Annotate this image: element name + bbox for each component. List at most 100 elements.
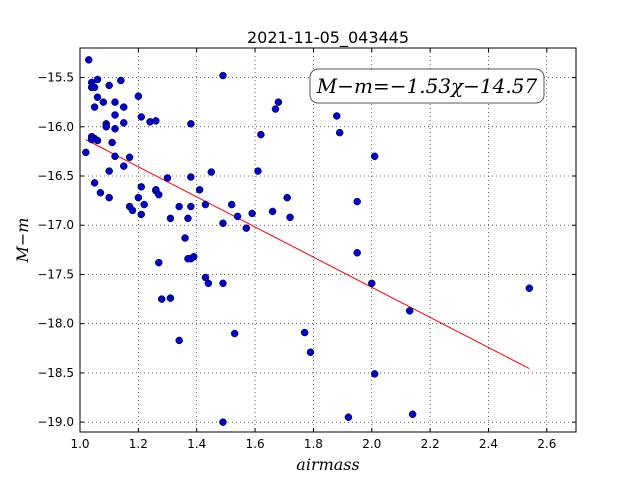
data-point (93, 93, 102, 101)
fit-line-group (85, 139, 530, 370)
x-axis-label: airmass (296, 455, 359, 474)
data-point (219, 418, 227, 426)
data-point (227, 200, 236, 209)
data-point (242, 224, 251, 232)
y-tick-label: −18.0 (37, 317, 74, 331)
data-point (99, 98, 108, 106)
data-point (286, 213, 294, 222)
data-point (344, 413, 353, 421)
data-point (111, 98, 119, 106)
x-tick-label: 1.6 (246, 437, 265, 451)
x-tick-label: 2.6 (537, 437, 556, 451)
data-point (108, 138, 116, 147)
data-point (105, 81, 113, 90)
data-point (90, 103, 99, 111)
data-point (335, 128, 344, 137)
data-point (117, 76, 125, 85)
x-tick-label: 2.2 (421, 437, 440, 451)
data-point (201, 200, 210, 209)
data-point (283, 193, 291, 202)
data-point (201, 273, 210, 282)
data-point (408, 410, 417, 419)
data-point (219, 71, 227, 80)
data-point (102, 123, 111, 131)
data-point (111, 124, 119, 133)
y-tick-label: −17.0 (37, 218, 74, 232)
data-point (233, 212, 242, 221)
data-point (166, 214, 175, 223)
data-points (82, 56, 534, 426)
data-point (181, 234, 189, 242)
data-point (140, 200, 148, 209)
data-point (128, 206, 137, 215)
data-point (125, 153, 134, 162)
data-point (105, 193, 113, 202)
data-point (195, 186, 204, 194)
data-point (157, 295, 166, 303)
data-point (166, 294, 175, 302)
axis-ticks (79, 48, 576, 432)
data-point (274, 98, 283, 106)
x-tick-label: 1.2 (129, 437, 148, 451)
data-point (257, 130, 265, 139)
y-tick-label: −16.0 (37, 120, 74, 134)
data-point (254, 167, 262, 175)
x-tick-label: 2.4 (479, 437, 498, 451)
data-point (300, 328, 309, 337)
fit-equation-annotation: M−m=−1.53χ−14.57 (309, 68, 545, 104)
data-point (219, 279, 227, 288)
data-point (184, 254, 192, 263)
y-tick-label: −15.5 (37, 71, 74, 85)
data-point (120, 103, 128, 111)
annotation-text: M−m=−1.53χ−14.57 (316, 74, 538, 98)
y-axis-label: M−m (13, 218, 32, 264)
data-point (207, 168, 216, 176)
x-tick-label: 2.0 (362, 437, 381, 451)
y-tick-label: −16.5 (37, 169, 74, 183)
chart-title: 2021-11-05_043445 (247, 28, 409, 48)
data-point (219, 219, 227, 228)
data-point (268, 207, 277, 216)
data-point (90, 179, 99, 187)
data-point (370, 152, 379, 161)
data-point (353, 197, 361, 206)
data-point (111, 152, 119, 161)
annotation-box (309, 68, 545, 104)
data-point (93, 136, 102, 145)
data-point (405, 307, 414, 315)
y-tick-label: −19.0 (37, 415, 74, 429)
data-point (187, 173, 195, 181)
data-point (120, 119, 128, 127)
data-point (120, 162, 128, 170)
data-point (175, 336, 183, 345)
y-tick-label: −17.5 (37, 267, 74, 281)
data-point (187, 120, 195, 128)
x-tick-labels: 1.0 1.2 1.4 1.6 1.8 2.0 2.2 2.4 2.6 (70, 437, 556, 451)
data-point (155, 258, 163, 267)
data-point (105, 167, 113, 175)
data-point (204, 279, 213, 288)
data-point (137, 113, 146, 121)
fit-line (85, 139, 530, 370)
data-point (134, 193, 143, 202)
data-point (271, 105, 280, 113)
data-point (134, 92, 143, 100)
data-point (184, 214, 192, 223)
data-point (306, 348, 315, 356)
data-point (137, 183, 146, 191)
data-point (93, 75, 102, 84)
data-point (175, 202, 183, 211)
data-point (152, 117, 160, 125)
x-tick-label: 1.8 (304, 437, 323, 451)
data-point (90, 83, 99, 92)
x-tick-label: 1.0 (70, 437, 89, 451)
data-point (333, 112, 341, 120)
data-point (137, 210, 146, 219)
data-point (525, 284, 534, 292)
data-point (370, 370, 379, 378)
x-tick-label: 1.4 (187, 437, 206, 451)
data-point (353, 249, 361, 257)
y-tick-labels: −15.5 −16.0 −16.5 −17.0 −17.5 −18.0 −18.5 −19.0 (37, 71, 74, 430)
data-point (187, 202, 195, 211)
